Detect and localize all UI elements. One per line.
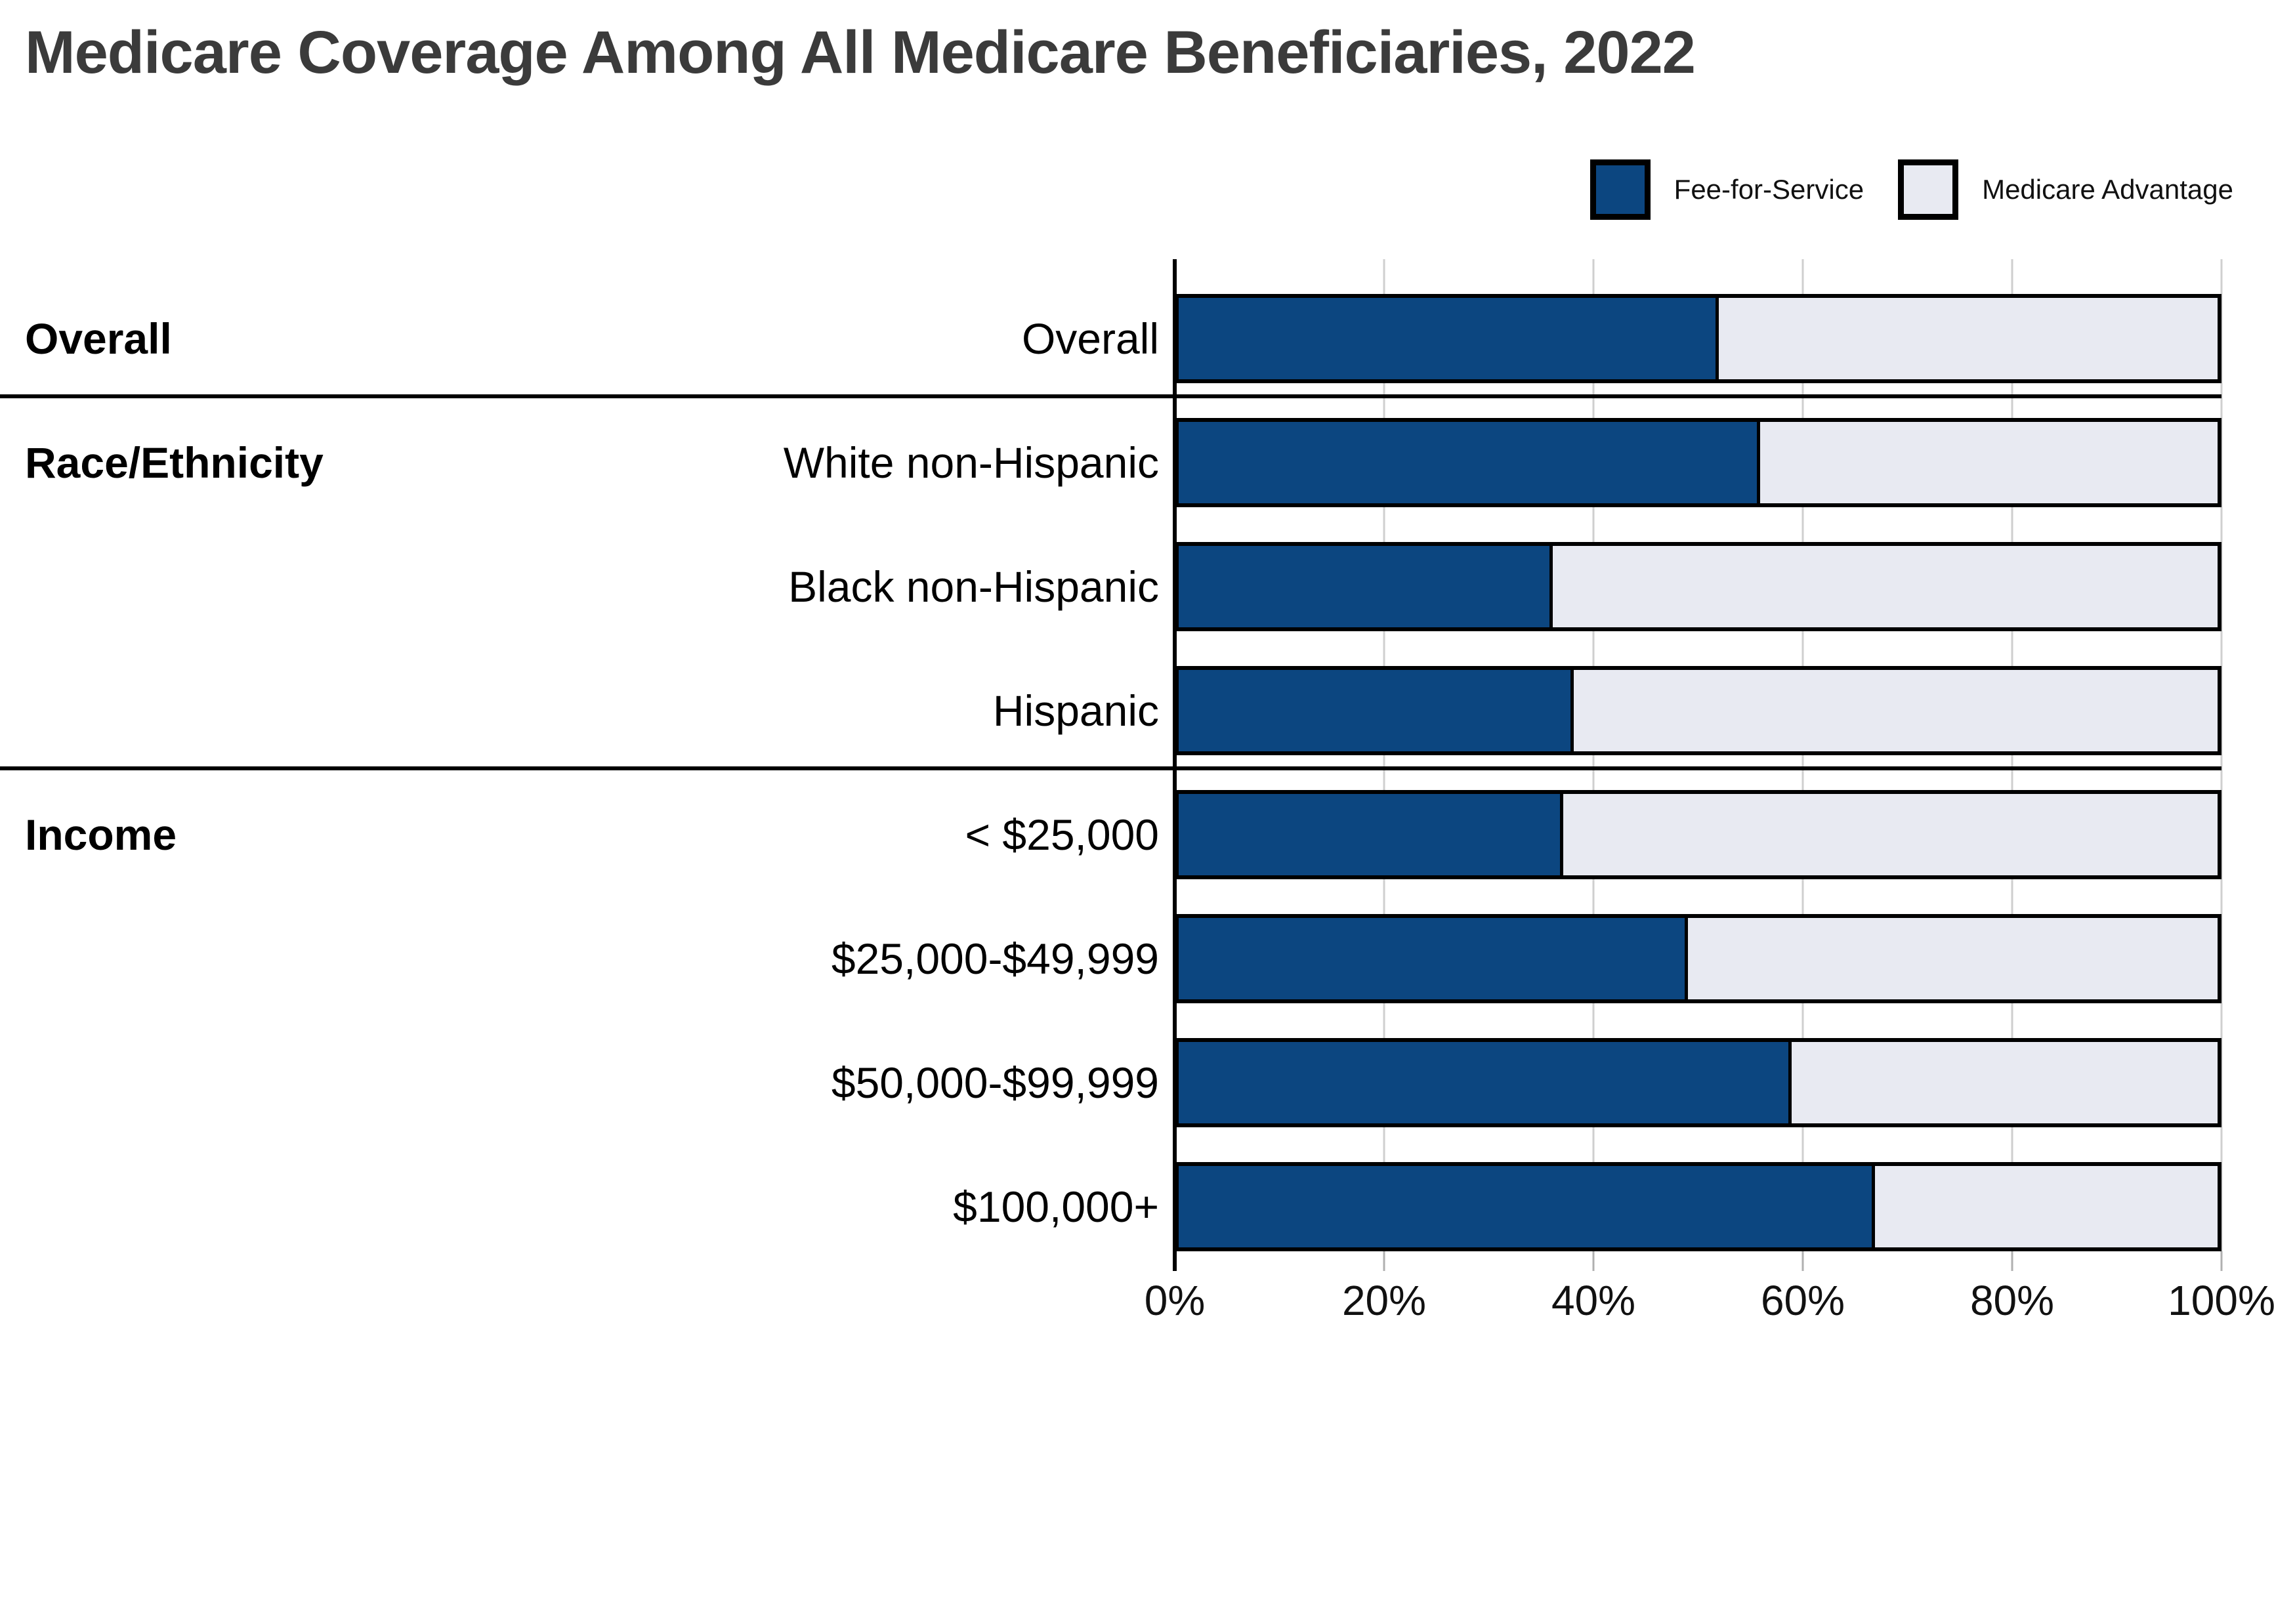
chart-title: Medicare Coverage Among All Medicare Ben… <box>25 19 1696 86</box>
chart-row: Income < $25,000 <box>0 755 2221 879</box>
axis-tick <box>1801 1251 1804 1271</box>
bar-segment-fee-for-service <box>1179 794 1563 875</box>
legend-item-medicare-advantage: Medicare Advantage <box>1898 159 2233 220</box>
axis-tick-label: 20% <box>1341 1277 1427 1324</box>
bar-segment-fee-for-service <box>1179 918 1688 999</box>
row-gutter: Black non-Hispanic <box>0 507 1175 631</box>
plot-cell <box>1175 1003 2221 1127</box>
gridline <box>1592 259 1595 1251</box>
axis-tick <box>2011 1251 2013 1271</box>
row-gutter: $100,000+ <box>0 1127 1175 1251</box>
stacked-bar-chart: Overall Overall Race/Ethnicity White non… <box>0 259 2223 1251</box>
stacked-bar <box>1175 294 2221 383</box>
chart-group: Overall Overall <box>0 259 2221 383</box>
legend-swatch-medicare-advantage <box>1898 159 1959 220</box>
bar-segment-medicare-advantage <box>1760 422 2218 503</box>
bar-segment-medicare-advantage <box>1791 1042 2218 1123</box>
gridline <box>1383 259 1385 1251</box>
legend-item-fee-for-service: Fee-for-Service <box>1590 159 1864 220</box>
stacked-bar <box>1175 666 2221 755</box>
legend: Fee-for-Service Medicare Advantage <box>1590 159 2233 220</box>
chart-row: $25,000-$49,999 <box>0 879 2221 1003</box>
axis-tick-label: 40% <box>1551 1277 1636 1324</box>
row-gutter: Income < $25,000 <box>0 755 1175 879</box>
row-label: < $25,000 <box>965 810 1159 859</box>
bar-segment-medicare-advantage <box>1874 1166 2218 1247</box>
axis-tick-label: 80% <box>1969 1277 2055 1324</box>
row-label: $100,000+ <box>953 1182 1159 1231</box>
plot-cell <box>1175 631 2221 755</box>
chart-row: Race/Ethnicity White non-Hispanic <box>0 383 2221 507</box>
axis-tick <box>2220 1251 2223 1271</box>
group-label: Income <box>25 810 177 859</box>
row-label: Hispanic <box>992 686 1159 735</box>
row-label: Overall <box>1021 314 1159 363</box>
group-label: Overall <box>25 314 172 363</box>
gridline <box>2220 259 2223 1251</box>
bar-segment-medicare-advantage <box>1719 298 2218 379</box>
stacked-bar <box>1175 1038 2221 1127</box>
bar-segment-medicare-advantage <box>1563 794 2218 875</box>
chart-row: $50,000-$99,999 <box>0 1003 2221 1127</box>
y-axis-line <box>1173 259 1177 1251</box>
chart-row: Black non-Hispanic <box>0 507 2221 631</box>
bar-segment-fee-for-service <box>1179 1042 1792 1123</box>
axis-tick <box>1383 1251 1385 1271</box>
gridline <box>2011 259 2013 1251</box>
bar-segment-fee-for-service <box>1179 422 1761 503</box>
bar-segment-fee-for-service <box>1179 1166 1875 1247</box>
bar-segment-fee-for-service <box>1179 546 1553 627</box>
bar-segment-fee-for-service <box>1179 298 1719 379</box>
plot-cell <box>1175 259 2221 383</box>
axis-tick-label: 0% <box>1144 1277 1206 1324</box>
axis-tick <box>1173 1251 1177 1271</box>
plot-cell <box>1175 383 2221 507</box>
row-gutter: Overall Overall <box>0 259 1175 383</box>
row-label: $50,000-$99,999 <box>831 1058 1159 1107</box>
legend-label: Medicare Advantage <box>1982 174 2233 205</box>
group-label: Race/Ethnicity <box>25 438 324 487</box>
stacked-bar <box>1175 914 2221 1003</box>
chart-group: Income < $25,000 $25,000-$49,999 $50,000… <box>0 755 2221 1251</box>
x-axis: 0% 20% 40% 60% 80% 100% <box>1145 1251 2274 1343</box>
row-gutter: $50,000-$99,999 <box>0 1003 1175 1127</box>
plot-cell <box>1175 507 2221 631</box>
row-label: Black non-Hispanic <box>788 562 1159 611</box>
row-gutter: Race/Ethnicity White non-Hispanic <box>0 383 1175 507</box>
bar-segment-medicare-advantage <box>1573 670 2218 751</box>
row-gutter: $25,000-$49,999 <box>0 879 1175 1003</box>
plot-cell <box>1175 1127 2221 1251</box>
bar-segment-medicare-advantage <box>1687 918 2218 999</box>
row-gutter: Hispanic <box>0 631 1175 755</box>
chart-row: $100,000+ <box>0 1127 2221 1251</box>
bar-segment-fee-for-service <box>1179 670 1574 751</box>
stacked-bar <box>1175 790 2221 879</box>
row-label: White non-Hispanic <box>783 438 1159 487</box>
stacked-bar <box>1175 1162 2221 1251</box>
axis-tick-label: 60% <box>1760 1277 1845 1324</box>
chart-groups: Overall Overall Race/Ethnicity White non… <box>0 259 2221 1251</box>
row-label: $25,000-$49,999 <box>831 934 1159 983</box>
axis-tick-label: 100% <box>2168 1277 2274 1324</box>
gridline <box>1801 259 1804 1251</box>
gridlines <box>1173 259 2223 1251</box>
plot-cell <box>1175 755 2221 879</box>
legend-label: Fee-for-Service <box>1674 174 1864 205</box>
chart-group: Race/Ethnicity White non-Hispanic Black … <box>0 383 2221 755</box>
stacked-bar <box>1175 418 2221 507</box>
plot-cell <box>1175 879 2221 1003</box>
axis-tick <box>1592 1251 1595 1271</box>
bar-segment-medicare-advantage <box>1552 546 2218 627</box>
chart-row: Overall Overall <box>0 259 2221 383</box>
legend-swatch-fee-for-service <box>1590 159 1651 220</box>
stacked-bar <box>1175 542 2221 631</box>
chart-row: Hispanic <box>0 631 2221 755</box>
